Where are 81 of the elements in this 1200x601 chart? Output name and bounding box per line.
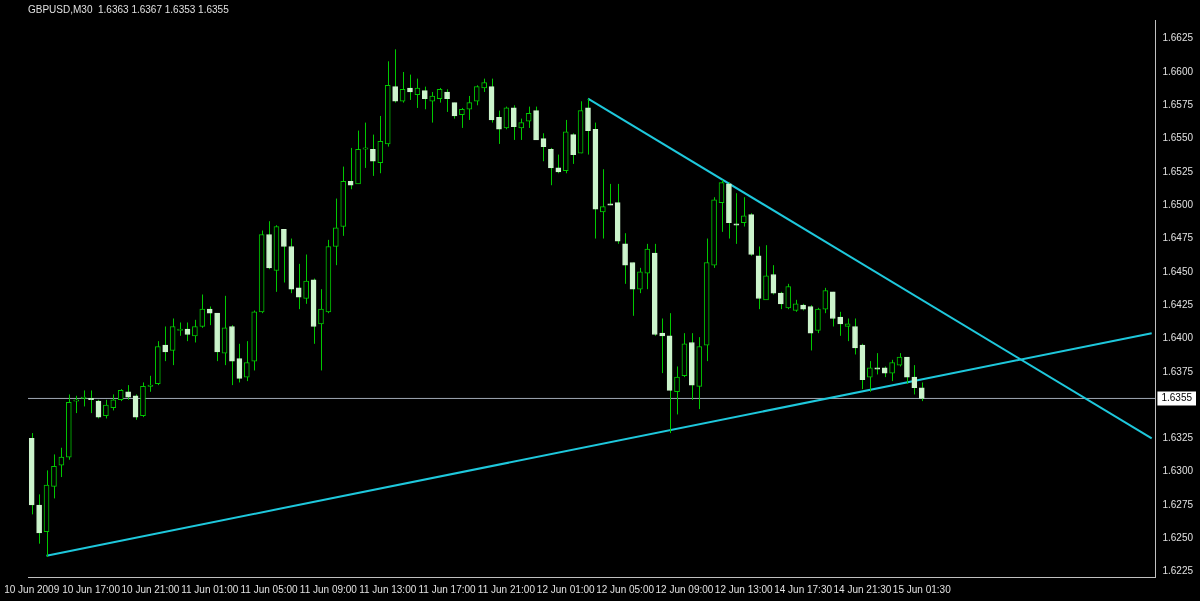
y-tick-label: 1.6525 [1162, 165, 1194, 177]
x-tick-label: 12 Jun 01:00 [536, 583, 596, 595]
candlestick [347, 147, 354, 190]
candlestick [377, 115, 384, 174]
candlestick [844, 317, 851, 342]
candlestick [281, 228, 287, 284]
candlestick [466, 95, 473, 121]
candlestick [637, 267, 643, 294]
y-tick-label: 1.6500 [1162, 198, 1194, 210]
y-tick-label: 1.6325 [1162, 432, 1194, 444]
candlestick [733, 192, 740, 245]
candlestick [177, 321, 183, 337]
candlestick [518, 118, 525, 141]
x-tick-label: 12 Jun 05:00 [596, 583, 655, 595]
y-tick-label: 1.6375 [1162, 365, 1194, 377]
x-tick-label: 10 Jun 2009 [4, 583, 60, 595]
x-tick-label: 12 Jun 09:00 [655, 583, 714, 595]
x-tick-label: 12 Jun 13:00 [714, 583, 774, 595]
candlestick [815, 307, 821, 334]
candlestick [444, 88, 450, 113]
x-tick-label: 14 Jun 21:30 [833, 583, 892, 595]
y-tick-label: 1.6400 [1162, 332, 1194, 344]
candlestick [600, 168, 606, 240]
candlestick [763, 244, 769, 301]
x-tick-label: 11 Jun 01:00 [181, 583, 239, 595]
candlestick [785, 283, 792, 310]
candlestick [918, 381, 925, 402]
candlestick [370, 134, 376, 177]
candlestick [511, 104, 517, 141]
candlestick [162, 325, 169, 362]
candlestick [243, 340, 250, 382]
candlestick [874, 352, 881, 375]
x-tick-label: 14 Jun 17:30 [774, 583, 833, 595]
candlestick [548, 147, 554, 186]
candlestick [622, 232, 628, 285]
candlestick [889, 359, 895, 382]
x-tick-label: 11 Jun 17:00 [418, 583, 477, 595]
candlestick [852, 317, 858, 355]
y-tick-label: 1.6450 [1162, 265, 1194, 277]
x-tick-label: 11 Jun 13:00 [359, 583, 417, 595]
y-tick-label: 1.6475 [1162, 232, 1194, 244]
x-tick-label: 11 Jun 05:00 [240, 583, 299, 595]
y-tick-label: 1.6550 [1162, 132, 1194, 144]
y-tick-label: 1.6250 [1162, 532, 1194, 544]
x-tick-label: 11 Jun 21:00 [477, 583, 536, 595]
x-tick-label: 15 Jun 01:30 [892, 583, 952, 595]
candlestick [199, 294, 206, 329]
candlestick [318, 288, 324, 371]
chart-title: GBPUSD,M30 1.6363 1.6367 1.6353 1.6355 [28, 3, 230, 15]
y-tick-label: 1.6225 [1162, 565, 1194, 577]
candlestick [332, 198, 339, 266]
x-tick-label: 11 Jun 09:00 [299, 583, 358, 595]
candlestick [674, 365, 680, 415]
y-tick-label: 1.6600 [1162, 65, 1194, 77]
candlestick [459, 107, 465, 129]
candlestick [429, 91, 436, 124]
candlestick [303, 254, 309, 305]
candlestick [837, 311, 844, 337]
y-tick-label: 1.6275 [1162, 498, 1194, 510]
x-tick-label: 10 Jun 21:00 [121, 583, 180, 595]
ref-line-label: 1.6355 [1161, 392, 1193, 404]
candlestick [585, 98, 591, 156]
candlestick [570, 132, 576, 165]
y-tick-label: 1.6575 [1162, 99, 1194, 111]
candlestick [867, 360, 873, 393]
candlestick [295, 263, 302, 310]
candlestick [362, 122, 369, 169]
candlestick [496, 110, 502, 145]
candlestick [904, 356, 910, 385]
candlestick [473, 84, 480, 106]
candlestick [740, 196, 747, 228]
candlestick [103, 399, 109, 419]
x-tick-label: 10 Jun 17:00 [62, 583, 121, 595]
y-tick-label: 1.6300 [1162, 465, 1194, 477]
candlestick [607, 183, 614, 206]
y-tick-label: 1.6625 [1162, 32, 1194, 44]
candlestick [421, 86, 428, 110]
candlestick [392, 48, 398, 104]
y-tick-label: 1.6425 [1162, 298, 1194, 310]
candlestick [51, 453, 57, 499]
candlestick [192, 319, 198, 343]
